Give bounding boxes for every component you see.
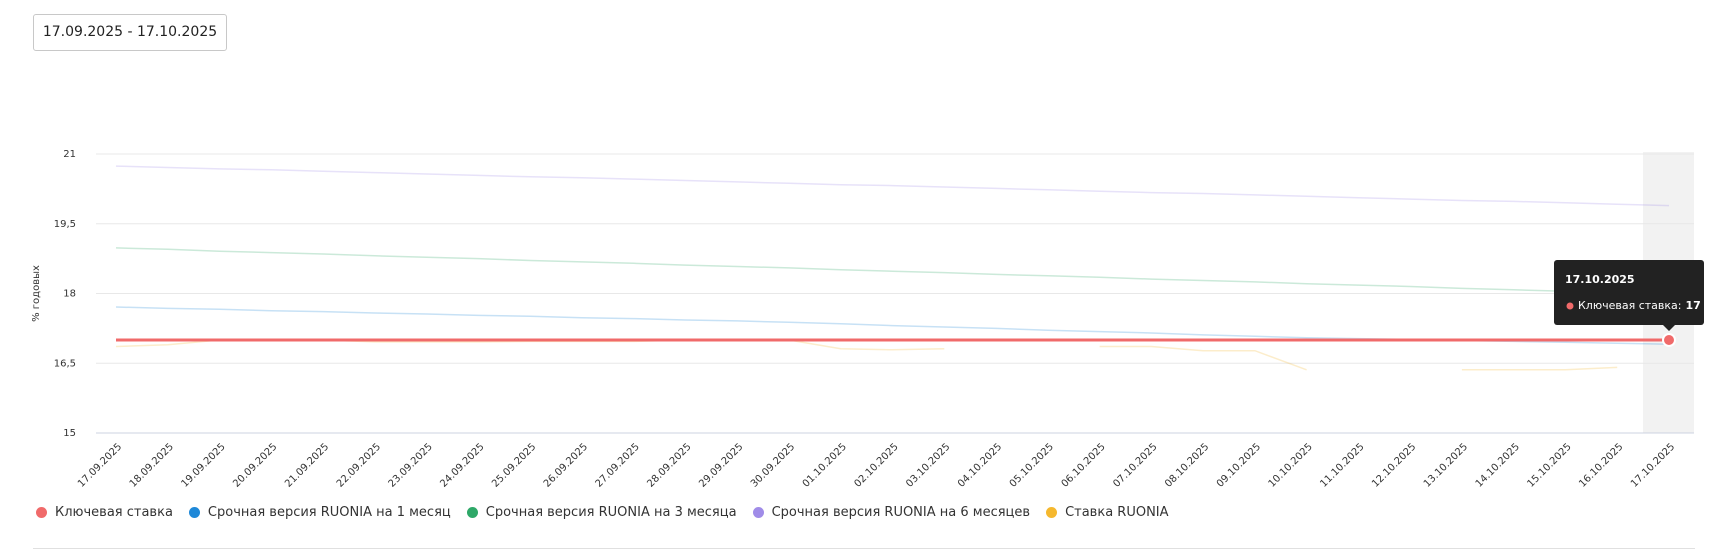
x-tick-label: 30.09.2025 xyxy=(749,441,797,489)
legend-item[interactable]: Ставка RUONIA xyxy=(1046,505,1169,520)
legend-label: Ключевая ставка xyxy=(55,505,173,520)
legend-label: Срочная версия RUONIA на 1 месяц xyxy=(207,505,451,520)
x-tick-label: 29.09.2025 xyxy=(697,441,745,489)
series-line xyxy=(115,165,1670,207)
x-tick-label: 23.09.2025 xyxy=(387,441,435,489)
x-tick-label: 14.10.2025 xyxy=(1474,441,1522,489)
tooltip: 17.10.2025 Ключевая ставка: 17 xyxy=(1554,260,1704,331)
x-tick-label: 06.10.2025 xyxy=(1060,441,1108,489)
x-tick-label: 17.09.2025 xyxy=(76,441,124,489)
y-tick-label: 15 xyxy=(63,428,76,439)
x-tick-label: 15.10.2025 xyxy=(1525,441,1573,489)
legend: Ключевая ставка Срочная версия RUONIA на … xyxy=(36,505,1169,520)
legend-item[interactable]: Срочная версия RUONIA на 6 месяцев xyxy=(752,505,1031,520)
x-tick-label: 27.09.2025 xyxy=(594,441,642,489)
x-tick-label: 09.10.2025 xyxy=(1215,441,1263,489)
series-line xyxy=(115,339,1618,371)
x-tick-label: 17.10.2025 xyxy=(1629,441,1677,489)
legend-marker xyxy=(1046,507,1058,518)
tooltip-value: 17 xyxy=(1685,299,1700,312)
tooltip-series: Ключевая ставка: xyxy=(1578,299,1681,312)
x-tick-label: 11.10.2025 xyxy=(1318,441,1366,489)
x-tick-label: 18.09.2025 xyxy=(128,441,176,489)
x-tick-label: 07.10.2025 xyxy=(1111,441,1159,489)
hover-point xyxy=(1662,333,1676,347)
x-tick-label: 08.10.2025 xyxy=(1163,441,1211,489)
x-tick-label: 21.09.2025 xyxy=(283,441,331,489)
y-axis-label: % годовых xyxy=(31,265,42,322)
x-tick-label: 02.10.2025 xyxy=(852,441,900,489)
y-tick-label: 16,5 xyxy=(54,358,76,369)
tooltip-box xyxy=(1554,260,1704,325)
legend-label: Срочная версия RUONIA на 6 месяцев xyxy=(771,505,1031,520)
x-tick-label: 12.10.2025 xyxy=(1370,441,1418,489)
date-range-picker[interactable]: 17.09.2025 - 17.10.2025 xyxy=(33,14,227,51)
x-tick-label: 24.09.2025 xyxy=(438,441,486,489)
x-tick-label: 28.09.2025 xyxy=(645,441,693,489)
chart: 15 16,5 18 19,5 21 % годовых 17.09.2025 18.09.2… xyxy=(31,149,1704,490)
divider xyxy=(33,548,1695,549)
x-tick-label: 01.10.2025 xyxy=(801,441,849,489)
x-tick-label: 25.09.2025 xyxy=(490,441,538,489)
x-tick-label: 04.10.2025 xyxy=(956,441,1004,489)
legend-item[interactable]: Срочная версия RUONIA на 1 месяц xyxy=(188,505,451,520)
y-tick-label: 18 xyxy=(63,289,76,300)
tooltip-date: 17.10.2025 xyxy=(1565,273,1635,286)
legend-marker xyxy=(466,507,478,518)
tooltip-dot xyxy=(1566,302,1574,310)
tooltip-arrow xyxy=(1663,325,1675,331)
legend-marker xyxy=(36,507,47,518)
legend-label: Ставка RUONIA xyxy=(1065,505,1169,520)
legend-item[interactable]: Срочная версия RUONIA на 3 месяца xyxy=(466,505,737,520)
series-line xyxy=(115,247,1670,296)
x-tick-label: 03.10.2025 xyxy=(904,441,952,489)
x-tick-label: 05.10.2025 xyxy=(1008,441,1056,489)
x-tick-label: 22.09.2025 xyxy=(335,441,383,489)
x-tick-label: 10.10.2025 xyxy=(1267,441,1315,489)
x-tick-label: 13.10.2025 xyxy=(1422,441,1470,489)
legend-marker xyxy=(188,507,200,518)
legend-item[interactable]: Ключевая ставка xyxy=(36,505,173,520)
x-tick-label: 19.09.2025 xyxy=(180,441,228,489)
x-tick-label: 16.10.2025 xyxy=(1577,441,1625,489)
y-tick-label: 19,5 xyxy=(54,219,76,230)
legend-label: Срочная версия RUONIA на 3 месяца xyxy=(485,505,737,520)
x-tick-label: 26.09.2025 xyxy=(542,441,590,489)
x-tick-label: 20.09.2025 xyxy=(231,441,279,489)
tooltip-label: Ключевая ставка: 17 xyxy=(1578,299,1701,312)
legend-marker xyxy=(752,507,764,518)
y-tick-label: 21 xyxy=(63,149,76,160)
